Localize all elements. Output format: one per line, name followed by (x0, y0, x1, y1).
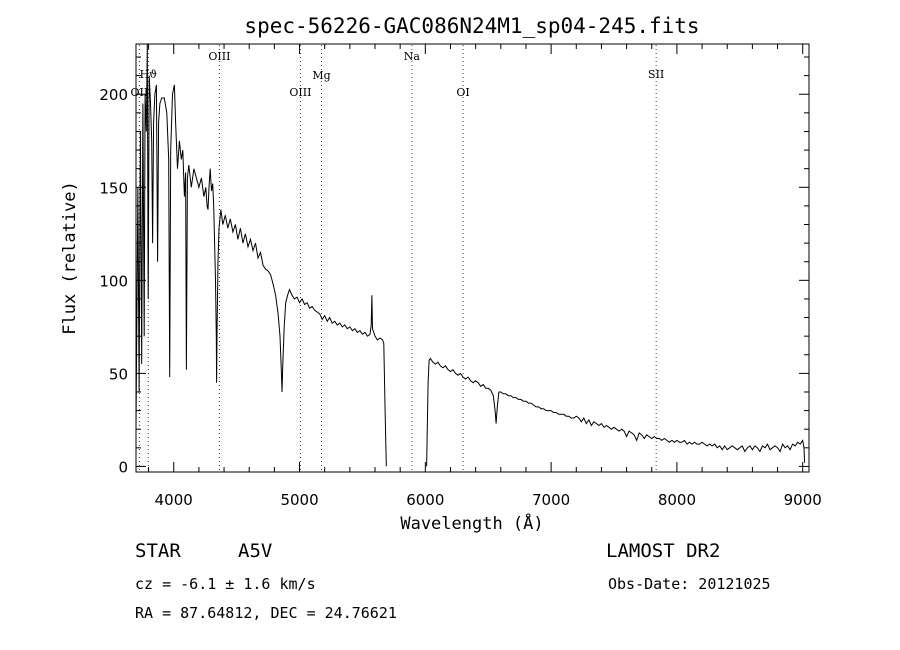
survey-name: LAMOST DR2 (606, 540, 721, 562)
x-tick-label-2: 6000 (406, 491, 444, 509)
line-marker-label-7: SII (648, 68, 664, 81)
x-tick-label-1: 5000 (280, 491, 318, 509)
redshift-velocity: cz = -6.1 ± 1.6 km/s (135, 575, 316, 593)
observation-date: Obs-Date: 20121025 (608, 575, 771, 593)
y-tick-label-0: 0 (118, 458, 128, 476)
x-tick-label-5: 9000 (784, 491, 822, 509)
y-tick-label-2: 100 (99, 272, 128, 290)
plot-frame (135, 43, 810, 473)
x-axis: 4000 5000 6000 7000 8000 9000 (148, 44, 822, 509)
line-marker-label-0: Hϑ (140, 68, 158, 81)
line-marker-label-3: OIII (289, 86, 311, 99)
y-tick-label-3: 150 (99, 179, 128, 197)
y-tick-label-1: 50 (109, 365, 128, 383)
spectrum-line (135, 43, 806, 467)
object-class: STAR (135, 540, 181, 562)
x-tick-label-0: 4000 (155, 491, 193, 509)
x-tick-label-4: 8000 (658, 491, 696, 509)
x-axis-label: Wavelength (Å) (400, 512, 543, 534)
coordinates: RA = 87.64812, DEC = 24.76621 (135, 604, 397, 622)
line-marker-label-4: Mg (312, 69, 330, 82)
line-marker-label-6: OI (456, 86, 469, 99)
line-marker-label-1: OII (131, 86, 149, 99)
object-subclass: A5V (238, 540, 273, 562)
y-axis: 0 50 100 150 200 (99, 56, 809, 476)
chart-title: spec-56226-GAC086N24M1_sp04-245.fits (244, 14, 699, 38)
line-marker-label-5: Na (404, 50, 421, 63)
x-tick-label-3: 7000 (532, 491, 570, 509)
y-axis-label: Flux (relative) (60, 181, 80, 335)
y-tick-label-4: 200 (99, 86, 128, 104)
line-marker-label-2: OIII (208, 50, 230, 63)
